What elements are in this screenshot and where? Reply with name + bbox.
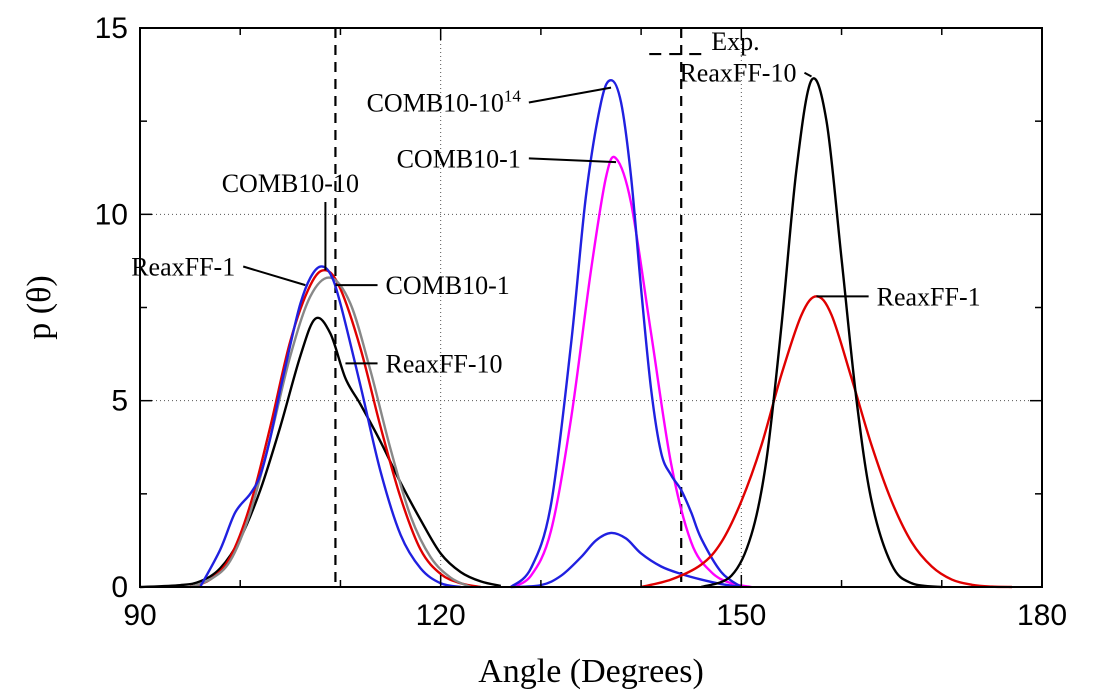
annotation-label: ReaxFF-1: [131, 253, 235, 282]
annotation-label: ReaxFF-10: [679, 59, 796, 88]
annotation-leader: [529, 158, 616, 162]
x-tick-label: 180: [1017, 599, 1067, 632]
annotation-label: ReaxFF-10: [386, 349, 503, 378]
annotation-label: COMB10-1014: [367, 87, 522, 118]
x-tick-label: 90: [123, 599, 156, 632]
x-axis-title: Angle (Degrees): [478, 653, 704, 690]
y-tick-label: 5: [111, 385, 128, 418]
x-tick-label: 150: [716, 599, 766, 632]
x-tick-label: 120: [416, 599, 466, 632]
series-line: [511, 80, 742, 587]
annotation-label: ReaxFF-1: [877, 282, 981, 311]
series-lines: [140, 78, 1012, 587]
y-tick-label: 15: [95, 12, 128, 45]
annotation-leader: [243, 267, 305, 286]
series-line: [641, 296, 1012, 587]
annotation-label: COMB10-1: [386, 271, 510, 300]
series-line: [190, 278, 471, 587]
y-axis-title: p (θ): [21, 275, 58, 339]
legend: Exp.: [649, 27, 759, 56]
annotations: COMB10-1014 COMB10-1 COMB10-10 ReaxFF-1 COMB…: [131, 59, 980, 379]
y-tick-label: 0: [111, 571, 128, 604]
legend-label-exp: Exp.: [711, 27, 759, 56]
y-tick-label: 10: [95, 198, 128, 231]
annotation-superscript: 14: [504, 87, 522, 106]
annotation-label: COMB10-10: [222, 169, 359, 198]
annotation-leader: [804, 73, 811, 77]
annotation-leader: [529, 88, 611, 103]
annotation-label: COMB10-1: [397, 144, 521, 173]
